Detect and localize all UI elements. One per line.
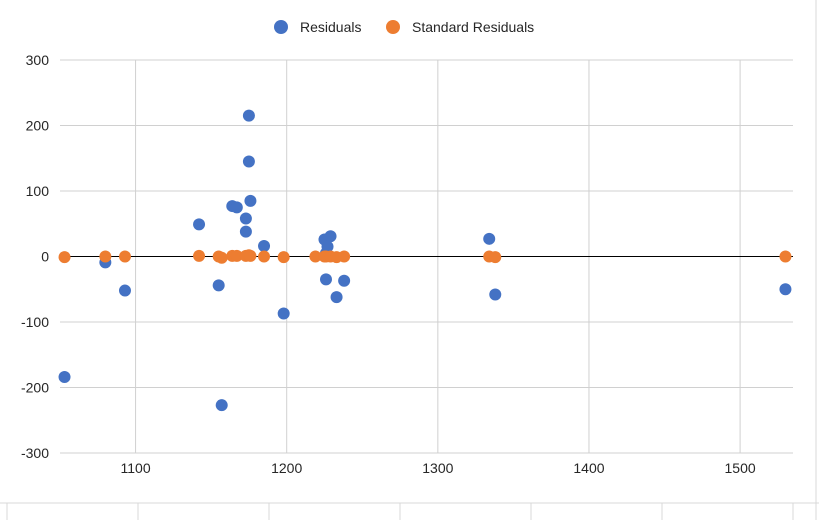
- y-tick-label: -200: [21, 380, 49, 396]
- legend: Residuals Standard Residuals: [274, 19, 534, 35]
- series-0: [58, 109, 792, 412]
- plot-gridlines: [60, 59, 793, 454]
- residual-point: [324, 230, 337, 243]
- y-tick-label: 0: [41, 249, 49, 265]
- standard-residual-point: [230, 249, 243, 262]
- y-tick-label: 200: [26, 118, 50, 134]
- residual-point: [212, 279, 225, 292]
- standard-residual-point: [489, 251, 502, 264]
- residual-point: [489, 288, 502, 301]
- x-tick-label: 1100: [121, 460, 151, 476]
- residual-point: [330, 291, 343, 304]
- x-axis: 1100 1200 1300 1400 1500: [121, 460, 756, 476]
- y-tick-label: -100: [21, 314, 49, 330]
- residual-point: [242, 155, 255, 168]
- standard-residual-point: [58, 251, 71, 264]
- residual-point: [258, 240, 271, 253]
- residual-point: [58, 371, 71, 384]
- legend-marker: [386, 20, 400, 34]
- standard-residual-point: [309, 250, 322, 263]
- standard-residual-point: [779, 250, 792, 263]
- x-tick-label: 1400: [573, 460, 604, 476]
- standard-residual-point: [99, 250, 112, 263]
- y-tick-label: -300: [21, 445, 49, 461]
- x-tick-label: 1200: [271, 460, 302, 476]
- standard-residual-point: [118, 250, 131, 263]
- standard-residual-point: [193, 249, 206, 262]
- y-axis: -300 -200 -100 0 100 200 300: [21, 52, 49, 461]
- residual-point: [215, 399, 228, 412]
- legend-label: Standard Residuals: [412, 19, 534, 35]
- y-tick-label: 100: [26, 183, 50, 199]
- residual-point: [239, 212, 252, 225]
- standard-residual-point: [277, 251, 290, 264]
- standard-residual-point: [258, 250, 271, 263]
- residual-point: [244, 194, 257, 207]
- series-1: [58, 249, 792, 264]
- legend-marker: [274, 20, 288, 34]
- standard-residual-point: [215, 251, 228, 264]
- y-tick-label: 300: [26, 52, 50, 68]
- residual-point: [319, 273, 332, 286]
- standard-residual-point: [338, 250, 351, 263]
- residual-point: [277, 307, 290, 320]
- residual-point: [321, 240, 334, 253]
- series-layer: [58, 109, 792, 412]
- x-tick-label: 1300: [422, 460, 453, 476]
- residual-point: [338, 274, 351, 287]
- residual-point: [779, 283, 792, 296]
- residual-point: [483, 232, 496, 245]
- residual-point: [118, 284, 131, 297]
- residual-point: [193, 218, 206, 231]
- residual-point: [230, 201, 243, 214]
- residual-point: [242, 109, 255, 122]
- legend-label: Residuals: [300, 19, 361, 35]
- standard-residual-point: [244, 249, 257, 262]
- x-tick-label: 1500: [725, 460, 756, 476]
- residual-point: [239, 225, 252, 238]
